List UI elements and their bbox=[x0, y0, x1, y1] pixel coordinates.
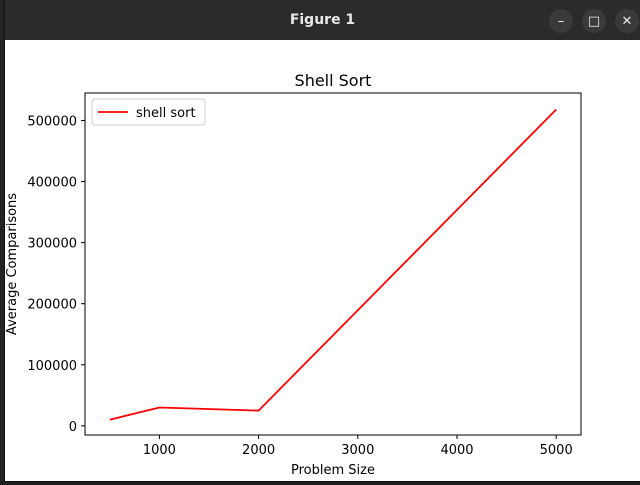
figure-canvas: Shell Sort 1000 2000 3000 4000 5000 0 100000 2… bbox=[5, 40, 640, 481]
y-tick-label: 400000 bbox=[27, 176, 77, 191]
legend-box bbox=[91, 98, 206, 126]
series-line-shell-sort bbox=[109, 108, 557, 421]
minimize-button[interactable]: – bbox=[549, 9, 573, 33]
x-tick-label: 2000 bbox=[242, 443, 275, 458]
plot-frame bbox=[84, 92, 582, 436]
x-tick-label: 4000 bbox=[440, 443, 473, 458]
legend-label: shell sort bbox=[136, 106, 196, 121]
window-title: Figure 1 bbox=[289, 12, 356, 28]
x-tick-label: 3000 bbox=[341, 443, 374, 458]
chart-title: Shell Sort bbox=[295, 71, 372, 90]
x-axis-label: Problem Size bbox=[291, 463, 375, 478]
background-editor-strip bbox=[0, 0, 6, 481]
y-tick-label: 100000 bbox=[27, 359, 77, 374]
y-tick-label: 0 bbox=[69, 420, 77, 435]
figure-window: Figure 1 – □ ✕ Shell Sort 1000 2000 3000 40… bbox=[5, 0, 640, 481]
close-icon: ✕ bbox=[621, 13, 633, 29]
chart: Shell Sort 1000 2000 3000 4000 5000 0 100000 2… bbox=[5, 71, 582, 478]
y-tick-label: 200000 bbox=[27, 298, 77, 313]
title-bar[interactable]: Figure 1 – □ ✕ bbox=[5, 0, 640, 40]
minimize-icon: – bbox=[557, 13, 565, 29]
y-tick-label: 300000 bbox=[27, 237, 77, 252]
legend: shell sort bbox=[91, 98, 206, 126]
close-button[interactable]: ✕ bbox=[615, 9, 639, 33]
y-tick-label: 500000 bbox=[27, 114, 77, 129]
y-axis-label: Average Comparisons bbox=[5, 193, 20, 335]
x-tick-label: 5000 bbox=[540, 443, 573, 458]
maximize-button[interactable]: □ bbox=[582, 9, 606, 33]
x-tick-label: 1000 bbox=[143, 443, 176, 458]
maximize-icon: □ bbox=[587, 13, 601, 29]
